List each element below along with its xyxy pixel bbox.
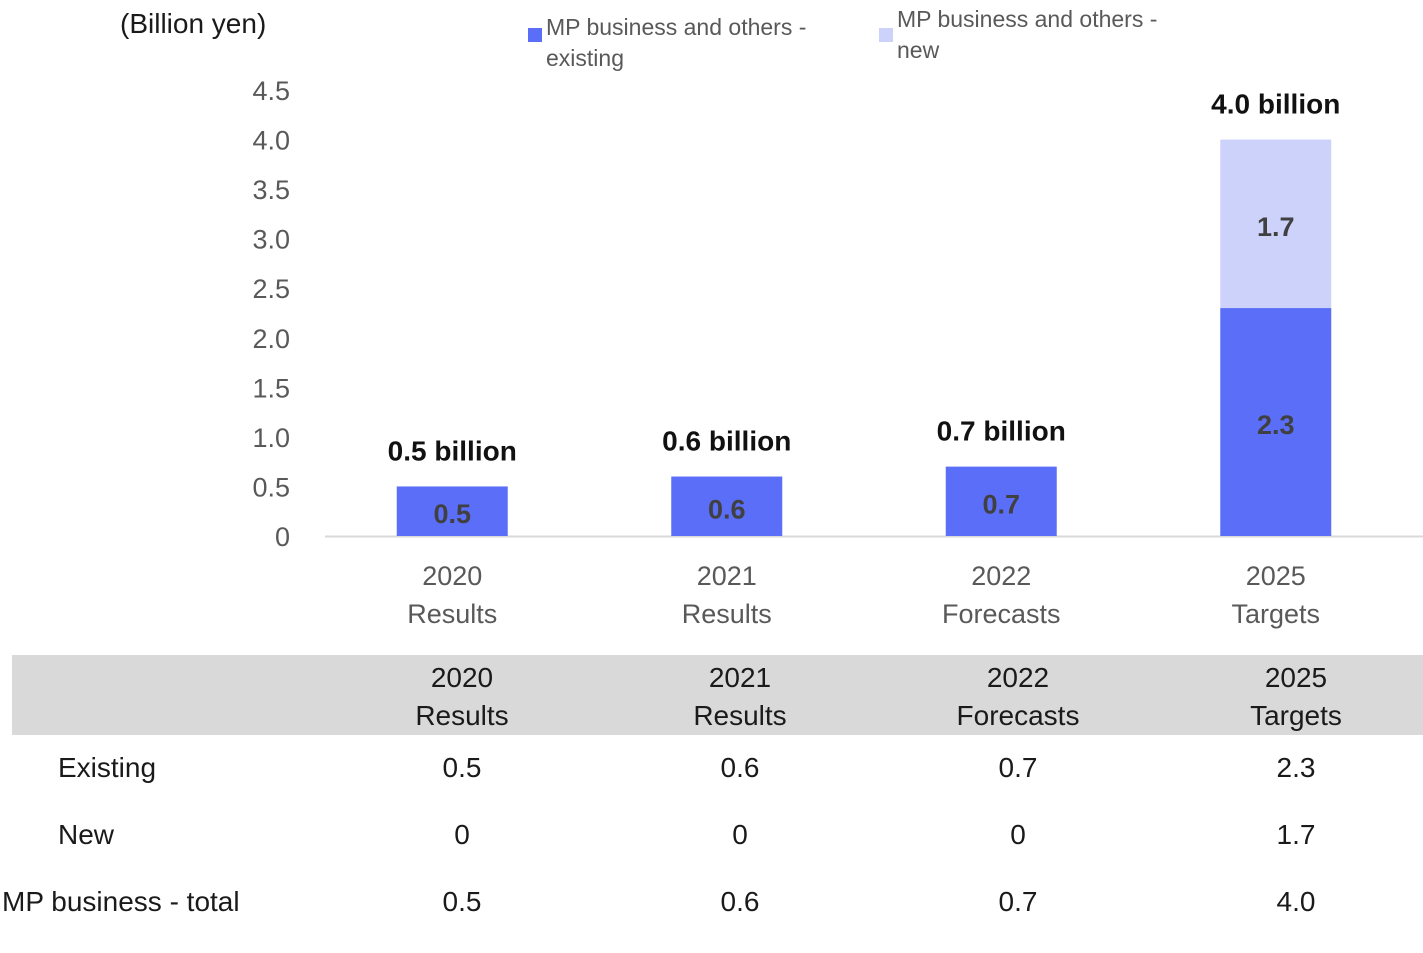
table-row-new: New 0 0 0 1.7	[12, 819, 1423, 886]
table-header-type: Forecasts	[956, 700, 1080, 731]
table-cell: 0.7	[998, 886, 1038, 917]
legend-label-new-line1: MP business and others -	[897, 6, 1158, 32]
table-cell: 0	[1010, 819, 1026, 850]
table-row-existing: Existing 0.5 0.6 0.7 2.3	[12, 752, 1423, 819]
x-tick-label: 2025	[1246, 561, 1306, 591]
table-row-label: MP business - total	[2, 886, 240, 917]
table-cell: 0	[454, 819, 470, 850]
y-tick-label: 2.0	[252, 324, 290, 354]
x-tick-label: 2020	[422, 561, 482, 591]
bar-new	[1220, 139, 1332, 309]
table-header-row: 2020 Results 2021 Results 2022 Forecasts…	[12, 655, 1423, 735]
table-header-type: Results	[415, 700, 509, 731]
table-cell: 4.0	[1276, 886, 1316, 917]
y-tick-label: 4.0	[252, 126, 290, 156]
bar-value-label: 1.7	[1257, 212, 1295, 242]
x-tick-label: 2022	[971, 561, 1031, 591]
legend-label-existing-line1: MP business and others -	[546, 14, 807, 40]
table-header-type: Results	[693, 700, 787, 731]
table-header-year: 2022	[986, 662, 1050, 693]
stacked-bar-chart: 0 0.5 1.0 1.5 2.0 2.5 3.0 3.5 4.0 4.5 0.5 0.5 billi…	[252, 76, 1423, 629]
table-cell: 0.5	[442, 752, 482, 783]
bar-value-label: 2.3	[1257, 410, 1295, 440]
legend-swatch-existing	[528, 28, 542, 42]
table-header-2025: 2025 Targets	[1186, 659, 1406, 735]
table-cell: 0.5	[442, 886, 482, 917]
legend-label-new-line2: new	[897, 37, 940, 63]
table-header-year: 2021	[708, 662, 772, 693]
table-header-2020: 2020 Results	[352, 659, 572, 735]
legend-item-existing: MP business and others - existing	[528, 12, 866, 74]
unit-label: (Billion yen)	[120, 8, 267, 39]
table-cell: 0.6	[720, 752, 760, 783]
data-table: 2020 Results 2021 Results 2022 Forecasts…	[2, 655, 1423, 953]
bar-existing	[945, 466, 1057, 536]
y-tick-label: 3.5	[252, 175, 290, 205]
x-tick-label: 2021	[697, 561, 757, 591]
table-row-label: New	[58, 819, 115, 850]
y-tick-label: 0	[275, 522, 290, 552]
table-cell: 1.7	[1276, 819, 1316, 850]
total-label: 0.7 billion	[937, 416, 1066, 447]
table-row-total: MP business - total 0.5 0.6 0.7 4.0	[2, 886, 1423, 953]
total-label: 0.5 billion	[388, 435, 517, 466]
x-tick-label: Results	[407, 599, 497, 629]
bar-value-label: 0.6	[708, 494, 746, 524]
y-tick-label: 0.5	[252, 472, 290, 502]
total-label: 0.6 billion	[662, 426, 791, 457]
legend-label-existing-line2: existing	[546, 45, 624, 71]
table-header-year: 2020	[430, 662, 494, 693]
table-row-label: Existing	[58, 752, 157, 783]
bar-existing	[1220, 308, 1332, 536]
legend-swatch-new	[879, 28, 893, 42]
total-label: 4.0 billion	[1211, 89, 1340, 120]
y-tick-label: 1.5	[252, 373, 290, 403]
table-cell: 0.7	[998, 752, 1038, 783]
bar-value-label: 0.5	[433, 499, 471, 529]
x-tick-label: Forecasts	[942, 599, 1061, 629]
table-header-2022: 2022 Forecasts	[908, 659, 1128, 735]
x-tick-label: Results	[682, 599, 772, 629]
legend-item-new: MP business and others - new	[879, 4, 1217, 66]
y-tick-label: 2.5	[252, 274, 290, 304]
table-cell: 0.6	[720, 886, 760, 917]
x-tick-label: Targets	[1231, 599, 1320, 629]
table-cell: 0	[732, 819, 748, 850]
bar-existing	[396, 486, 508, 536]
table-cell: 2.3	[1276, 752, 1316, 783]
table-header-2021: 2021 Results	[630, 659, 850, 735]
y-tick-label: 3.0	[252, 225, 290, 255]
table-header-year: 2025	[1264, 662, 1328, 693]
y-tick-label: 4.5	[252, 76, 290, 106]
bar-value-label: 0.7	[982, 489, 1020, 519]
y-tick-label: 1.0	[252, 423, 290, 453]
bar-existing	[671, 476, 783, 536]
table-header-type: Targets	[1250, 700, 1342, 731]
